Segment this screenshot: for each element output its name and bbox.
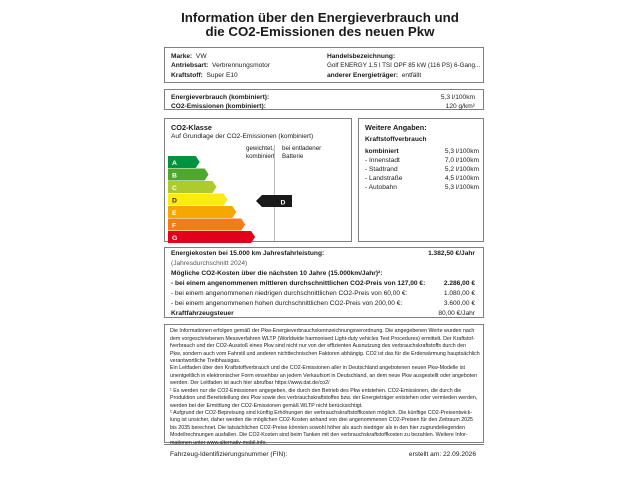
- svg-text:C: C: [172, 185, 177, 192]
- svg-text:D: D: [172, 197, 177, 204]
- svg-text:A: A: [172, 160, 177, 167]
- svg-text:F: F: [172, 222, 176, 229]
- svg-text:B: B: [172, 172, 177, 179]
- svg-text:G: G: [172, 235, 177, 242]
- svg-text:D: D: [281, 199, 286, 206]
- svg-text:E: E: [172, 210, 177, 217]
